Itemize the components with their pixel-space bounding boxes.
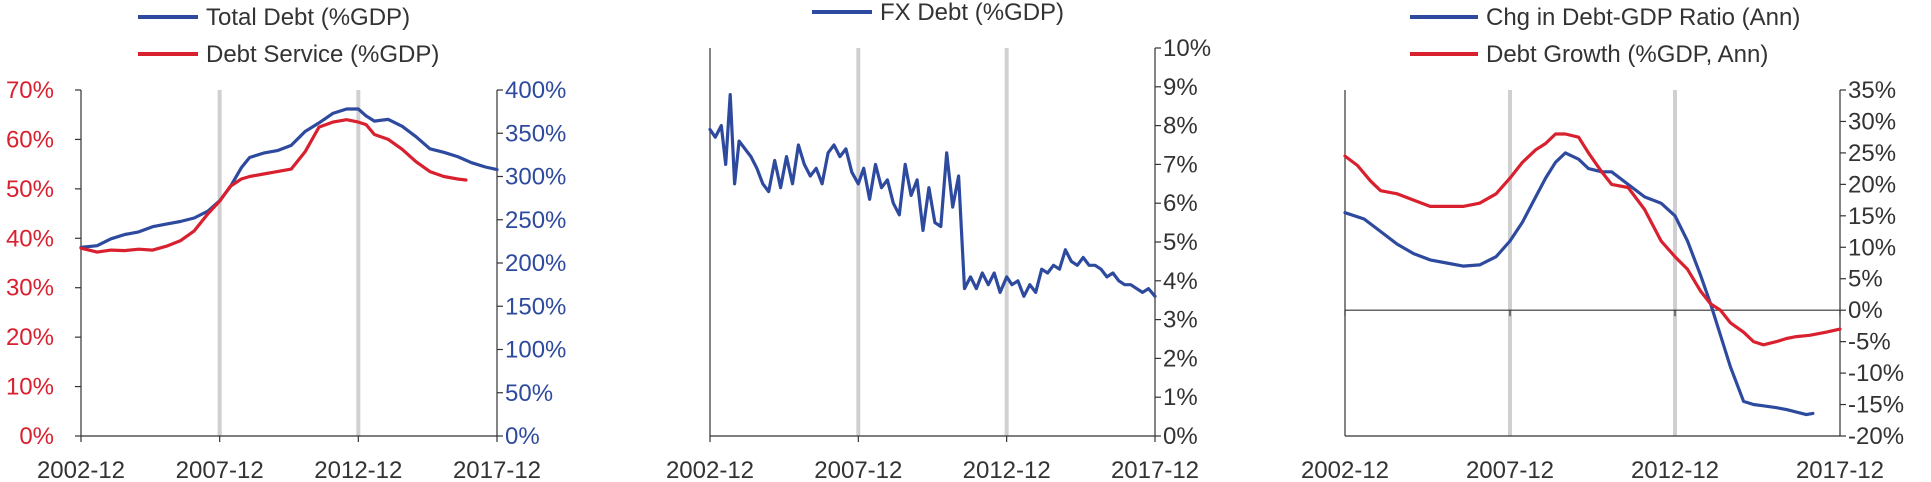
y-right-tick-label: 7% bbox=[1163, 151, 1198, 178]
legend-label: FX Debt (%GDP) bbox=[880, 0, 1064, 26]
x-tick-label: 2012-12 bbox=[1631, 457, 1719, 482]
y-left-tick-label: 0% bbox=[19, 423, 54, 450]
y-right-tick-label: 5% bbox=[1163, 229, 1198, 256]
legend-label: Chg in Debt-GDP Ratio (Ann) bbox=[1486, 4, 1800, 31]
y-right-tick-label: 20% bbox=[1848, 171, 1896, 198]
x-tick-label: 2012-12 bbox=[314, 457, 402, 482]
legend-label: Debt Service (%GDP) bbox=[206, 41, 439, 68]
y-right-tick-label: 30% bbox=[1848, 108, 1896, 135]
y-right-tick-label: 2% bbox=[1163, 345, 1198, 372]
y-left-tick-label: 50% bbox=[6, 176, 54, 203]
y-right-tick-label: -5% bbox=[1848, 329, 1891, 356]
y-left-tick-label: 10% bbox=[6, 374, 54, 401]
y-right-tick-label: 400% bbox=[505, 77, 566, 104]
y-right-tick-label: 8% bbox=[1163, 113, 1198, 140]
y-right-tick-label: 9% bbox=[1163, 74, 1198, 101]
x-tick-label: 2002-12 bbox=[37, 457, 125, 482]
y-left-tick-label: 60% bbox=[6, 126, 54, 153]
y-right-tick-label: 200% bbox=[505, 250, 566, 277]
y-right-tick-label: 150% bbox=[505, 293, 566, 320]
chart-debt-levels: 2002-12 2007-12 2012-12 2017-12 0% 10% 20% 30% 4… bbox=[6, 4, 566, 482]
y-right-tick-label: -20% bbox=[1848, 423, 1904, 450]
x-tick-label: 2017-12 bbox=[1796, 457, 1884, 482]
y-right-tick-label: 300% bbox=[505, 164, 566, 191]
y-right-tick-label: 10% bbox=[1163, 35, 1211, 62]
y-right-tick-label: 100% bbox=[505, 337, 566, 364]
y-right-tick-label: 10% bbox=[1848, 234, 1896, 261]
y-right-tick-label: -15% bbox=[1848, 392, 1904, 419]
chart-fx-debt: 2002-12 2007-12 2012-12 2017-12 0% 1% 2% 3% 4% 5%… bbox=[666, 0, 1211, 482]
x-tick-label: 2012-12 bbox=[963, 457, 1051, 482]
y-right-tick-label: 0% bbox=[1848, 297, 1883, 324]
series-line-1 bbox=[79, 118, 468, 254]
x-tick-label: 2002-12 bbox=[1301, 457, 1389, 482]
x-tick-label: 2017-12 bbox=[453, 457, 541, 482]
series-line-0 bbox=[708, 92, 1157, 298]
x-tick-label: 2017-12 bbox=[1111, 457, 1199, 482]
x-tick-label: 2002-12 bbox=[666, 457, 754, 482]
legend-label: Debt Growth (%GDP, Ann) bbox=[1486, 41, 1768, 68]
y-right-tick-label: 15% bbox=[1848, 203, 1896, 230]
y-right-tick-label: 6% bbox=[1163, 190, 1198, 217]
y-right-tick-label: 50% bbox=[505, 380, 553, 407]
series-line-0 bbox=[1343, 151, 1815, 417]
y-right-tick-label: 0% bbox=[1163, 423, 1198, 450]
x-tick-label: 2007-12 bbox=[176, 457, 264, 482]
y-right-tick-label: 4% bbox=[1163, 268, 1198, 295]
y-right-tick-label: -10% bbox=[1848, 360, 1904, 387]
legend-label: Total Debt (%GDP) bbox=[206, 4, 410, 31]
y-left-tick-label: 70% bbox=[6, 77, 54, 104]
series-line-0 bbox=[79, 107, 499, 249]
y-right-tick-label: 0% bbox=[505, 423, 540, 450]
series-line-1 bbox=[1343, 132, 1842, 347]
y-right-tick-label: 35% bbox=[1848, 77, 1896, 104]
x-tick-label: 2007-12 bbox=[1466, 457, 1554, 482]
y-right-tick-label: 250% bbox=[505, 207, 566, 234]
y-left-tick-label: 40% bbox=[6, 225, 54, 252]
chart-debt-growth: 2002-12 2007-12 2012-12 2017-12 -20% -15% -10%… bbox=[1301, 4, 1904, 482]
y-left-tick-label: 30% bbox=[6, 275, 54, 302]
y-right-tick-label: 3% bbox=[1163, 307, 1198, 334]
y-right-tick-label: 5% bbox=[1848, 266, 1883, 293]
y-right-tick-label: 1% bbox=[1163, 384, 1198, 411]
y-left-tick-label: 20% bbox=[6, 324, 54, 351]
y-right-tick-label: 350% bbox=[505, 120, 566, 147]
x-tick-label: 2007-12 bbox=[814, 457, 902, 482]
y-right-tick-label: 25% bbox=[1848, 140, 1896, 167]
